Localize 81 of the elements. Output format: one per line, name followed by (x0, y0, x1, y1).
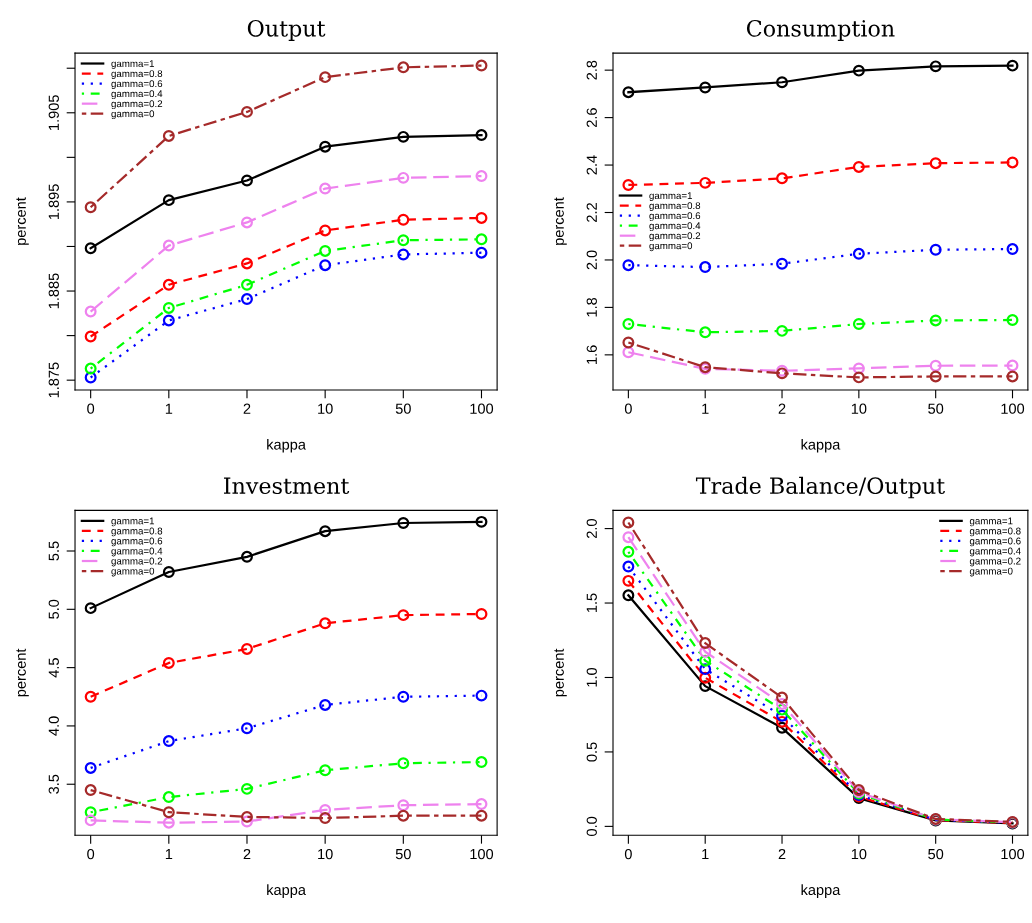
x-tick-label: 0 (87, 848, 95, 860)
legend-label: gamma=0.8 (111, 527, 163, 537)
y-axis-title: percent (554, 197, 567, 245)
y-tick-label: 1.875 (48, 362, 59, 398)
legend-label: gamma=0.2 (111, 557, 163, 567)
legend-label: gamma=0.6 (111, 537, 163, 547)
y-tick-label: 2.0 (586, 250, 597, 270)
y-tick-label: 1.6 (586, 345, 597, 364)
y-tick-label: 2.2 (586, 203, 597, 222)
legend-label: gamma=0.2 (969, 557, 1021, 567)
x-tick-label: 50 (928, 848, 944, 860)
x-tick-label: 0 (624, 848, 632, 860)
legend-label: gamma=0 (969, 567, 1013, 577)
legend-label: gamma=0.4 (649, 222, 701, 232)
x-tick-label: 50 (395, 848, 411, 860)
x-tick-label: 2 (778, 403, 786, 414)
y-tick-label: 1.885 (48, 273, 59, 309)
legend-label: gamma=1 (111, 60, 155, 69)
y-tick-label: 1.905 (48, 95, 59, 130)
chart-title: Consumption (746, 19, 895, 42)
legend-label: gamma=0 (649, 242, 693, 252)
y-axis-title: percent (16, 197, 29, 245)
legend-label: gamma=0.8 (111, 70, 163, 79)
legend-label: gamma=0.6 (969, 537, 1021, 547)
y-axis-title: percent (554, 648, 567, 697)
y-tick-label: 1.0 (586, 667, 597, 687)
x-tick-label: 0 (624, 403, 632, 414)
x-tick-label: 2 (243, 403, 251, 414)
x-tick-label: 10 (851, 403, 867, 414)
y-tick-label: 2.8 (586, 60, 597, 80)
x-tick-label: 10 (851, 848, 867, 860)
x-axis-title: kappa (267, 438, 306, 453)
legend-label: gamma=0.2 (649, 232, 701, 242)
legend-label: gamma=1 (969, 517, 1013, 527)
y-tick-label: 2.4 (586, 155, 597, 175)
y-tick-label: 1.5 (586, 593, 597, 613)
x-axis-title: kappa (801, 438, 841, 453)
x-tick-label: 100 (470, 403, 494, 414)
y-tick-label: 4.0 (48, 716, 59, 736)
y-tick-label: 0.5 (586, 742, 597, 762)
legend-label: gamma=0.8 (969, 527, 1021, 537)
legend-label: gamma=0 (111, 567, 155, 577)
y-axis-title: percent (16, 648, 29, 697)
chart-title: Trade Balance/Output (695, 476, 945, 499)
legend-label: gamma=0.4 (111, 90, 163, 100)
legend-label: gamma=1 (111, 517, 155, 527)
legend-label: gamma=0.6 (111, 80, 163, 90)
x-tick-label: 2 (243, 848, 251, 860)
x-tick-label: 1 (702, 849, 709, 860)
y-tick-label: 2.6 (586, 108, 597, 128)
chart-title: Output (247, 19, 326, 42)
x-tick-label: 1 (165, 403, 173, 414)
legend-label: gamma=0.4 (111, 547, 163, 557)
legend-label: gamma=0.6 (649, 212, 701, 222)
x-tick-label: 1 (702, 403, 709, 414)
legend-label: gamma=0.2 (111, 100, 163, 110)
x-tick-label: 10 (318, 403, 333, 414)
x-tick-label: 0 (87, 403, 95, 414)
x-axis-title: kappa (801, 884, 841, 898)
x-tick-label: 50 (928, 403, 944, 414)
legend-label: gamma=0 (111, 110, 155, 120)
x-tick-label: 100 (1001, 848, 1025, 860)
x-tick-label: 10 (318, 848, 333, 860)
x-tick-label: 50 (395, 403, 411, 414)
y-tick-label: 1.8 (586, 297, 597, 317)
chart-title: Investment (224, 477, 350, 495)
y-tick-label: 5.5 (48, 541, 59, 561)
y-tick-label: 0.0 (586, 816, 597, 836)
legend-label: gamma=1 (649, 192, 693, 201)
y-tick-label: 4.5 (48, 658, 59, 678)
x-tick-label: 100 (1001, 403, 1025, 414)
legend-label: gamma=0.4 (969, 547, 1021, 557)
x-tick-label: 2 (778, 848, 786, 860)
x-axis-title: kappa (267, 884, 306, 898)
y-tick-label: 5.0 (48, 599, 59, 619)
x-tick-label: 1 (165, 849, 173, 860)
y-tick-label: 3.5 (48, 774, 59, 794)
y-tick-label: 1.895 (48, 184, 59, 220)
y-tick-label: 2.0 (586, 519, 597, 538)
legend-label: gamma=0.8 (649, 202, 701, 211)
x-tick-label: 100 (470, 848, 494, 860)
